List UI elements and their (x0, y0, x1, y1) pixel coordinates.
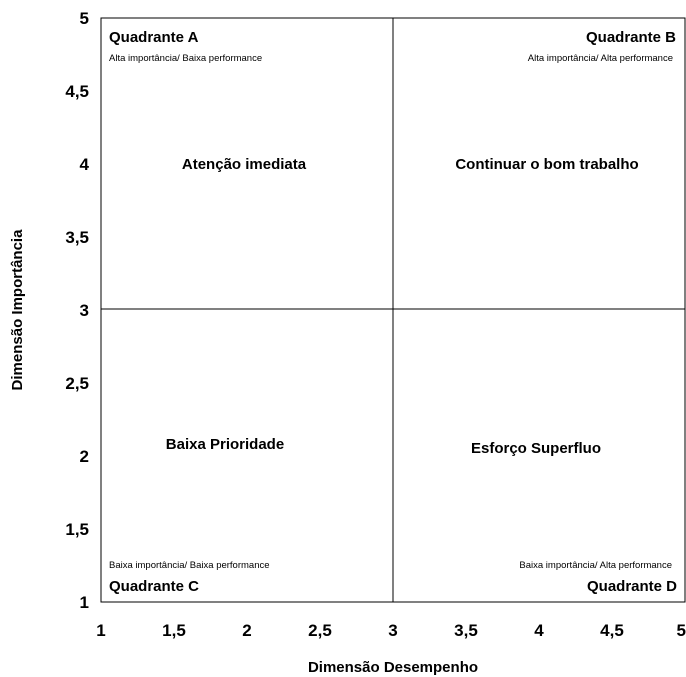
x-tick-label: 3,5 (454, 621, 478, 640)
y-tick-label: 5 (80, 9, 89, 28)
y-tick-label: 3 (80, 301, 89, 320)
x-tick-label: 2 (242, 621, 251, 640)
quadrant-b-title: Quadrante B (586, 29, 676, 46)
y-tick-label: 1 (80, 593, 89, 612)
y-tick-label: 4 (80, 155, 90, 174)
quadrant-b-label: Continuar o bom trabalho (455, 156, 638, 173)
x-axis-ticks: 1 1,5 2 2,5 3 3,5 4 4,5 5 (96, 621, 686, 640)
quadrant-a-label: Atenção imediata (182, 156, 307, 173)
quadrant-c-label: Baixa Prioridade (166, 436, 284, 453)
x-axis-label: Dimensão Desempenho (308, 659, 478, 676)
y-tick-label: 2,5 (65, 374, 89, 393)
y-tick-label: 3,5 (65, 228, 89, 247)
x-tick-label: 1 (96, 621, 105, 640)
quadrant-c-subtitle: Baixa importância/ Baixa performance (109, 560, 270, 571)
quadrant-d-subtitle: Baixa importância/ Alta performance (519, 560, 672, 571)
quadrant-d-label: Esforço Superfluo (471, 440, 601, 457)
y-tick-label: 4,5 (65, 82, 89, 101)
quadrant-a-subtitle: Alta importância/ Baixa performance (109, 53, 262, 64)
x-tick-label: 3 (388, 621, 397, 640)
x-tick-label: 1,5 (162, 621, 186, 640)
y-tick-label: 2 (80, 447, 89, 466)
y-tick-label: 1,5 (65, 520, 89, 539)
x-tick-label: 4,5 (600, 621, 624, 640)
y-axis-label: Dimensão Importância (9, 229, 26, 391)
x-tick-label: 4 (534, 621, 544, 640)
x-tick-label: 2,5 (308, 621, 332, 640)
y-axis-ticks: 1 1,5 2 2,5 3 3,5 4 4,5 5 (65, 9, 89, 612)
quadrant-d-title: Quadrante D (587, 578, 677, 595)
quadrant-b-subtitle: Alta importância/ Alta performance (528, 53, 673, 64)
quadrant-c-title: Quadrante C (109, 578, 199, 595)
x-tick-label: 5 (677, 621, 686, 640)
quadrant-a-title: Quadrante A (109, 29, 199, 46)
